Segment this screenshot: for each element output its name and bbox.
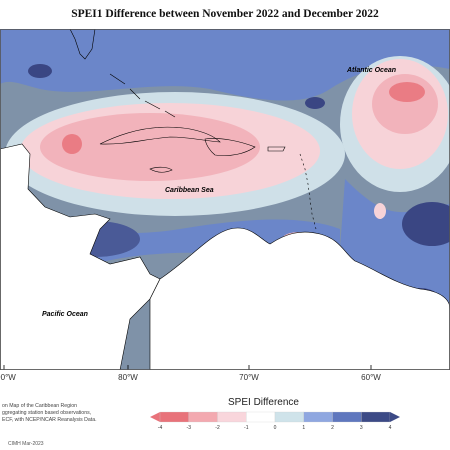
label-pacific-ocean: Pacific Ocean [42, 311, 88, 318]
land-bahamas [109, 73, 176, 118]
dark-patch-nw [28, 64, 52, 78]
map-title: SPEI1 Difference between November 2022 a… [71, 8, 379, 20]
legend-cell [332, 411, 362, 423]
lon-label-90w: 90°W [0, 373, 16, 382]
legend-tick-label: 4 [388, 425, 392, 431]
land-south-america [149, 227, 450, 370]
note-line-3: ECF, with NCEP/NCAR Reanalysis Data. [2, 417, 97, 423]
note-line-2: ggregating station based observations, [2, 410, 92, 416]
legend-tick-label: 0 [273, 425, 277, 431]
legend-tick-label: -3 [186, 425, 191, 431]
land-puerto-rico [267, 146, 286, 152]
legend-cell [274, 411, 304, 423]
dark-patch-east [402, 202, 450, 246]
legend-cell [217, 411, 247, 423]
land-jamaica [149, 166, 173, 173]
legend-cell [246, 411, 276, 423]
land-cuba [99, 126, 221, 145]
red-core-atl [389, 82, 425, 102]
legend-tick-label: 1 [302, 425, 306, 431]
blue-zone-north [0, 29, 450, 101]
dark-patch-atl [305, 97, 325, 109]
legend-tick-label: -4 [157, 425, 163, 431]
land-central-america [0, 143, 161, 370]
legend-cell [188, 411, 218, 423]
pink-spot-east [374, 203, 386, 219]
lon-label-60w: 60°W [361, 373, 381, 382]
red-core-carib [62, 134, 82, 154]
note-line-1: on Map of the Caribbean Region [2, 403, 77, 409]
legend-arrow-high [390, 412, 400, 422]
legend-tick-label: -2 [215, 425, 220, 431]
legend-cell [159, 411, 189, 423]
legend-title: SPEI Difference [228, 397, 299, 408]
pink-zone-carib-core [40, 113, 260, 181]
land-hispaniola [204, 138, 256, 156]
label-atlantic-ocean: Atlantic Ocean [346, 67, 396, 74]
legend-arrow-low [150, 412, 160, 422]
lon-label-80w: 80°W [118, 373, 138, 382]
label-caribbean-sea: Caribbean Sea [165, 187, 214, 194]
legend-cell [303, 411, 333, 423]
lon-label-70w: 70°W [239, 373, 259, 382]
legend-tick-label: 3 [359, 425, 363, 431]
land-florida [69, 29, 96, 60]
legend-tick-label: 2 [331, 425, 334, 431]
spei-map: Atlantic Ocean Caribbean Sea Pacific Oce… [0, 29, 450, 370]
legend-cell [361, 411, 391, 423]
legend-tick-label: -1 [244, 425, 249, 431]
legend-colorbar [150, 411, 400, 423]
credit-text: CIMH Mar-2023 [8, 441, 44, 447]
